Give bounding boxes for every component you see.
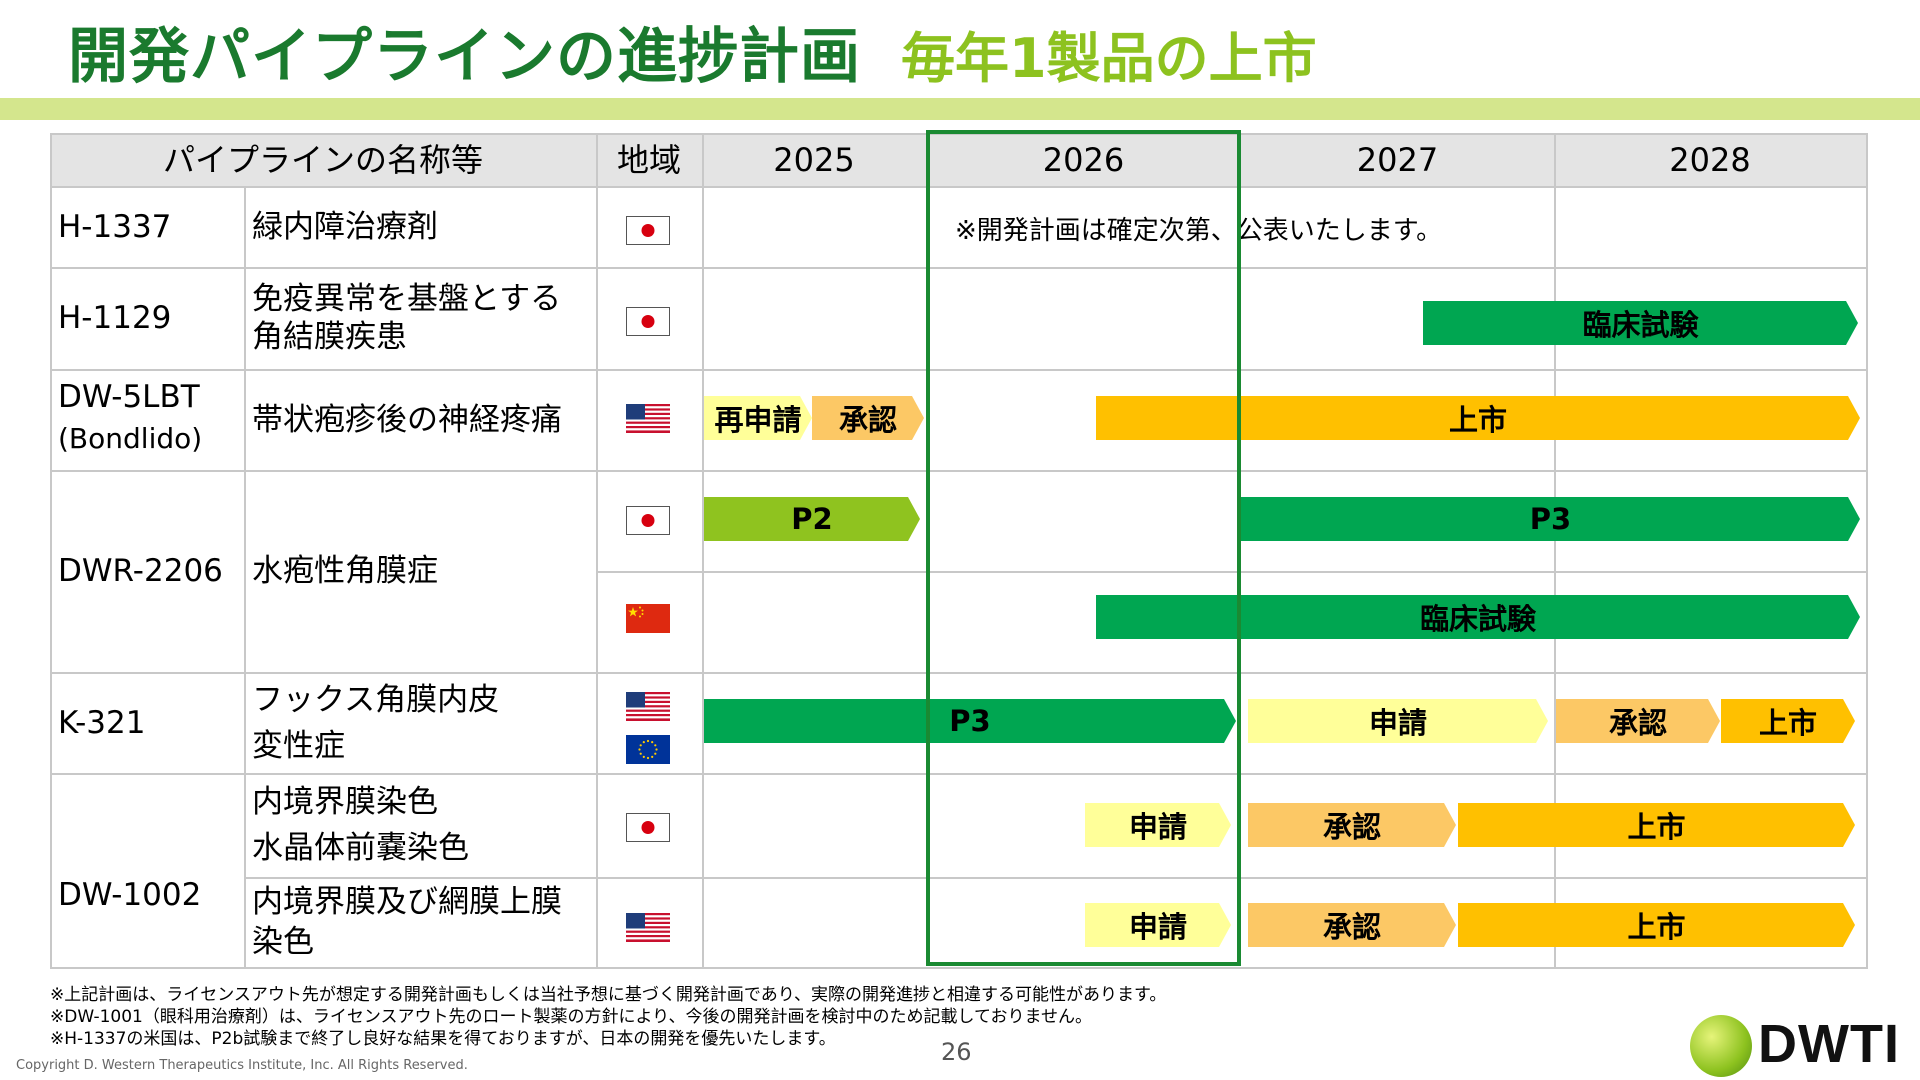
year-2026-highlight-frame (926, 130, 1241, 966)
dw1002-a-launch-bar: 上市 (1458, 803, 1855, 847)
pipeline-code: H-1129 (58, 300, 172, 336)
header-pipeline: パイプラインの名称等 (162, 141, 483, 179)
grid-line (50, 369, 1867, 371)
dw1002-a-filing-bar: 申請 (1085, 803, 1231, 847)
grid-line (244, 877, 1867, 879)
header-2025: 2025 (773, 141, 855, 179)
pipeline-code: DW-5LBT (58, 379, 200, 415)
h1129-clinical-trial-bar: 臨床試験 (1423, 301, 1858, 345)
header-2026: 2026 (1042, 141, 1125, 179)
indication: 内境界膜及び網膜上膜 染色 (252, 884, 562, 960)
header-2028: 2028 (1669, 141, 1751, 179)
dw1002-a-approval-bar: 承認 (1248, 803, 1456, 847)
header-region: 地域 (616, 141, 681, 179)
page-title: 開発パイプラインの進捗計画 (68, 22, 861, 92)
grid-line (50, 133, 52, 969)
dw1002-b-launch-bar: 上市 (1458, 903, 1855, 947)
pipeline-brand-name: (Bondlido) (58, 422, 203, 455)
grid-line (50, 672, 1867, 674)
indication: フックス角膜内皮 変性症 (252, 681, 500, 764)
indication: 免疫異常を基盤とする 角結膜疾患 (252, 281, 562, 355)
dw1002-b-approval-bar: 承認 (1248, 903, 1456, 947)
grid-line (596, 133, 598, 969)
grid-line (50, 267, 1867, 269)
dwr2206-cn-clinical-trial-bar: 臨床試験 (1096, 595, 1860, 639)
grid-line (1866, 133, 1868, 969)
japan-flag-icon (626, 506, 670, 535)
indication: 帯状疱疹後の神経疼痛 (252, 401, 562, 438)
usa-flag-icon (626, 913, 670, 942)
k321-approval-bar: 承認 (1556, 699, 1720, 743)
dw5lbt-launch-bar: 上市 (1096, 396, 1860, 440)
title-underline-bar (0, 98, 1920, 120)
logo-globe-icon (1690, 1015, 1752, 1077)
indication: 緑内障治療剤 (252, 208, 438, 245)
k321-p3-bar: P3 (704, 699, 1236, 743)
japan-flag-icon (626, 813, 670, 842)
table-header-bg (50, 133, 1867, 187)
grid-line (244, 186, 246, 969)
footnote: ※H-1337の米国は、P2b試験まで終了し良好な結果を得ておりますが、日本の開… (50, 1029, 836, 1049)
dw5lbt-resubmission-bar: 再申請 (704, 396, 812, 440)
pipeline-code: DWR-2206 (58, 553, 223, 589)
grid-line (50, 773, 1867, 775)
header-2027: 2027 (1356, 141, 1439, 179)
dw5lbt-approval-bar: 承認 (812, 396, 924, 440)
grid-line (1554, 133, 1556, 969)
footnote: ※上記計画は、ライセンスアウト先が想定する開発計画もしくは当社予想に基づく開発計… (50, 985, 1167, 1005)
grid-line (50, 967, 1867, 969)
dwr2206-jp-p2-bar: P2 (704, 497, 920, 541)
china-flag-icon (626, 604, 670, 633)
pipeline-code: K-321 (58, 704, 146, 741)
indication: 水疱性角膜症 (252, 553, 438, 589)
copyright-text: Copyright D. Western Therapeutics Instit… (16, 1058, 468, 1073)
footnote: ※DW-1001（眼科用治療剤）は、ライセンスアウト先のロート製薬の方針により、… (50, 1007, 1092, 1027)
grid-line (702, 133, 704, 969)
grid-line (50, 470, 1867, 472)
dwr2206-jp-p3-bar: P3 (1241, 497, 1860, 541)
indication: 内境界膜染色 水晶体前嚢染色 (252, 784, 469, 866)
grid-line (596, 571, 1867, 573)
usa-flag-icon (626, 692, 670, 721)
page-number: 26 (941, 1038, 972, 1066)
k321-filing-bar: 申請 (1248, 699, 1548, 743)
pipeline-code-group: DW-5LBT (Bondlido) (58, 376, 202, 460)
grid-line (50, 133, 1867, 135)
grid-line (50, 186, 1867, 188)
usa-flag-icon (626, 404, 670, 433)
page-subtitle: 毎年1製品の上市 (901, 27, 1317, 90)
k321-launch-bar: 上市 (1721, 699, 1855, 743)
japan-flag-icon (626, 216, 670, 245)
logo-text: DWTI (1758, 1014, 1900, 1074)
pipeline-code: H-1337 (58, 208, 172, 245)
eu-flag-icon (626, 735, 670, 764)
page-title-group: 開発パイプラインの進捗計画 毎年1製品の上市 (68, 8, 1317, 92)
h1337-plan-note: ※開発計画は確定次第、公表いたします。 (955, 216, 1443, 246)
dw1002-b-filing-bar: 申請 (1085, 903, 1231, 947)
japan-flag-icon (626, 307, 670, 336)
dwti-logo: DWTI (1690, 1013, 1899, 1077)
pipeline-code: DW-1002 (58, 877, 202, 913)
